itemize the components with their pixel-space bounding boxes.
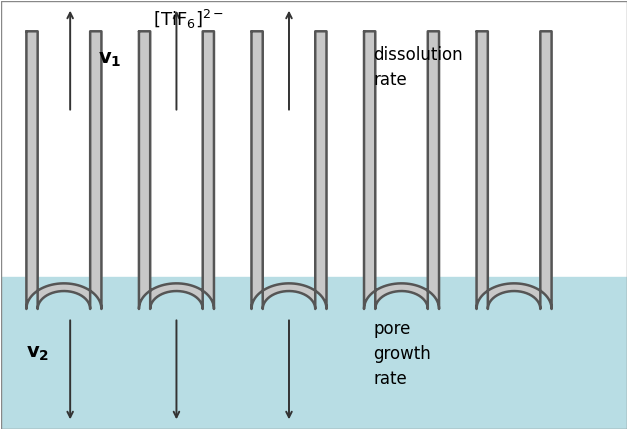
- Polygon shape: [477, 31, 551, 309]
- Text: pore
growth
rate: pore growth rate: [374, 320, 431, 388]
- Polygon shape: [251, 31, 327, 309]
- Polygon shape: [364, 31, 439, 309]
- Bar: [1, 1, 627, 277]
- Polygon shape: [26, 31, 102, 309]
- Text: [TiF$_6$]$^{2-}$: [TiF$_6$]$^{2-}$: [153, 8, 224, 31]
- Text: $\mathbf{v_2}$: $\mathbf{v_2}$: [26, 344, 50, 363]
- Text: $\mathbf{v_1}$: $\mathbf{v_1}$: [99, 49, 122, 68]
- Text: dissolution
rate: dissolution rate: [374, 46, 463, 89]
- Polygon shape: [139, 31, 214, 309]
- Bar: [1, 277, 627, 429]
